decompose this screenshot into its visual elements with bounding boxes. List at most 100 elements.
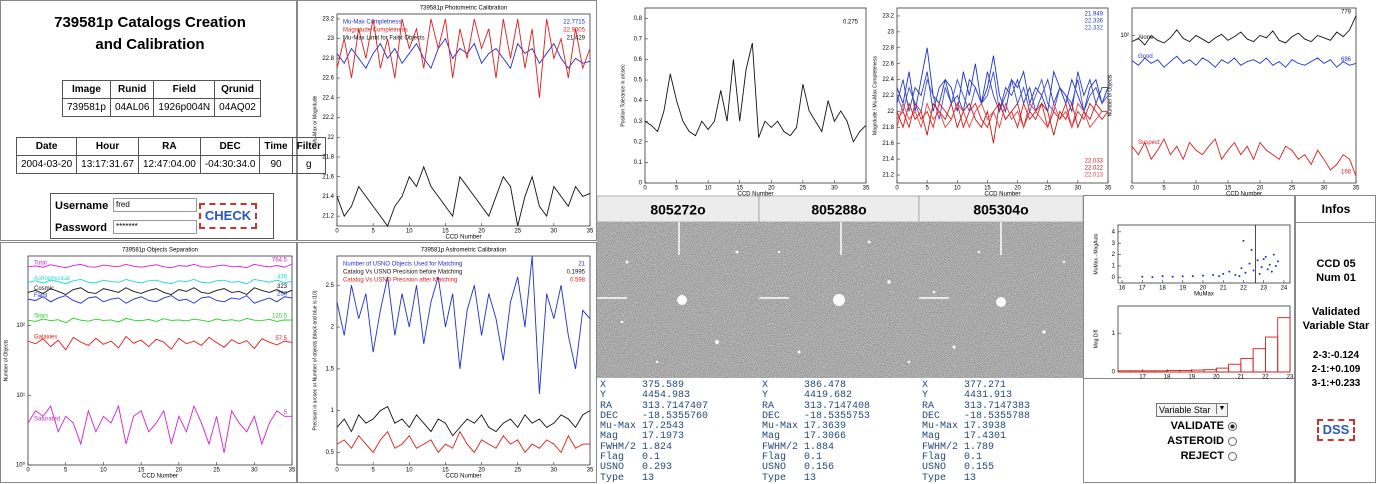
field-value: 17.3066	[804, 431, 847, 443]
series-value-label: 686	[1341, 57, 1352, 63]
x-tick-label: 0	[335, 229, 339, 235]
cutout-name: 805272o	[650, 202, 705, 218]
type-select[interactable]: Variable Star	[1156, 403, 1228, 417]
username-input[interactable]: fred	[113, 198, 197, 212]
star	[797, 350, 801, 354]
x-tick-label: 10	[406, 468, 413, 474]
y-tick-label: 0	[1112, 275, 1116, 281]
scatter-point	[1260, 266, 1263, 269]
scatter-point	[1258, 272, 1261, 275]
field-key: X	[762, 380, 769, 391]
info-line: Num 01	[1316, 272, 1356, 284]
check-button[interactable]: CHECK	[199, 203, 257, 229]
x-tick-label: 35	[1353, 186, 1360, 192]
radio-button[interactable]	[1228, 422, 1237, 431]
series-value-label: 22.332	[1085, 26, 1104, 32]
dss-button[interactable]: DSS	[1317, 419, 1355, 441]
star	[867, 240, 871, 244]
annotation: 0.275	[843, 20, 859, 26]
series-line	[336, 165, 591, 227]
field-value: 386.478	[804, 380, 847, 391]
series-line	[336, 37, 591, 70]
x-tick-label: 16	[1119, 286, 1126, 292]
x-axis-label: CCD Number	[445, 235, 481, 241]
series-line	[27, 317, 293, 324]
star	[677, 295, 687, 305]
y-tick-label: 21.6	[882, 141, 894, 147]
series-value-label: 250	[277, 292, 288, 298]
field-key: RA	[922, 400, 935, 412]
scatter-point	[1191, 275, 1194, 278]
info-table: Image Runid Field Qrunid 739581p 04AL06 1926p0…	[62, 80, 261, 117]
field-row: RA 313.7147408	[762, 400, 916, 412]
x-tick-label: 30	[831, 186, 838, 192]
y-tick-label: 23	[887, 29, 894, 35]
y-tick-label: 3	[1112, 241, 1116, 247]
legend-label: Magnitude Completness	[343, 28, 408, 34]
series-value-label: 5	[284, 410, 288, 416]
field-key: Y	[922, 390, 929, 402]
x-tick-label: 24	[1281, 286, 1288, 292]
legend-label: Galaxies	[34, 335, 57, 341]
y-tick-label: 1	[1112, 331, 1116, 337]
field-row: FWHM/2 1.884	[762, 442, 916, 453]
field-row: X 386.478	[762, 380, 916, 391]
x-tick-label: 22	[1240, 286, 1247, 292]
status-line: Validated	[1311, 306, 1361, 318]
field-key: FWHM/2	[600, 441, 637, 453]
field-value: 313.7147408	[804, 400, 871, 412]
x-tick-label: 23	[1287, 375, 1294, 381]
x-tick-label: 0	[643, 186, 647, 192]
star	[777, 250, 781, 254]
photometric-panel	[297, 0, 597, 241]
column-header: Qrunid	[214, 80, 261, 99]
radio-label: VALIDATE	[1170, 420, 1224, 432]
infos-title: Infos	[1296, 196, 1376, 223]
plot-frame	[896, 7, 1109, 184]
legend-label: Saturated	[34, 417, 60, 423]
select-arrow: ▼	[1216, 404, 1227, 414]
field-key: Type	[762, 472, 787, 484]
field-key: RA	[600, 400, 613, 412]
field-value: 17.1973	[642, 431, 685, 443]
scatter-point	[1248, 262, 1251, 265]
field-key: Mu-Max	[922, 421, 959, 433]
x-tick-label: 17	[1139, 375, 1146, 381]
field-value: 17.2543	[642, 421, 685, 433]
x-tick-label: 25	[213, 468, 220, 474]
field-key: Mu-Max	[762, 421, 799, 433]
field-key: Mag	[922, 431, 941, 443]
cell: 12:47:04.00	[137, 155, 201, 174]
series-value-label: 120.5	[272, 314, 288, 320]
field-row: USNO 0.155	[922, 463, 1080, 474]
field-value: 4454.983	[642, 390, 691, 402]
series-line	[896, 71, 1109, 120]
field-value: 1.824	[642, 441, 673, 453]
radio-button[interactable]	[1228, 452, 1237, 461]
y-tick-label: 22.4	[322, 95, 334, 101]
x-axis-label: CCD Number	[737, 192, 773, 198]
password-input[interactable]: *******	[113, 220, 197, 234]
star	[1042, 330, 1046, 334]
x-axis-label: CCD Number	[445, 474, 481, 480]
field-row: DEC -18.5355788	[922, 411, 1080, 422]
scatter-point	[1274, 264, 1277, 267]
scatter-point	[1181, 275, 1184, 278]
field-value: 377.271	[964, 380, 1007, 391]
field-key: RA	[762, 400, 775, 412]
series-value-label: 21.429	[567, 36, 586, 42]
left-panel	[0, 0, 297, 241]
field-value: 13	[804, 472, 817, 484]
diff-line: 2-1:+0.109	[1311, 364, 1361, 375]
y-tick-label: 2	[1112, 252, 1116, 258]
x-tick-label: 20	[1200, 286, 1207, 292]
y-tick-label: 21.8	[322, 155, 334, 161]
series-line	[27, 263, 293, 269]
field-value: 4431.913	[964, 390, 1013, 402]
y-tick-label: 22.8	[322, 56, 334, 62]
x-tick-label: 5	[925, 186, 929, 192]
radio-button[interactable]	[1228, 437, 1237, 446]
series-line	[27, 404, 292, 453]
y-tick-label: 10²	[1120, 33, 1129, 39]
scatter-point	[1270, 270, 1273, 273]
